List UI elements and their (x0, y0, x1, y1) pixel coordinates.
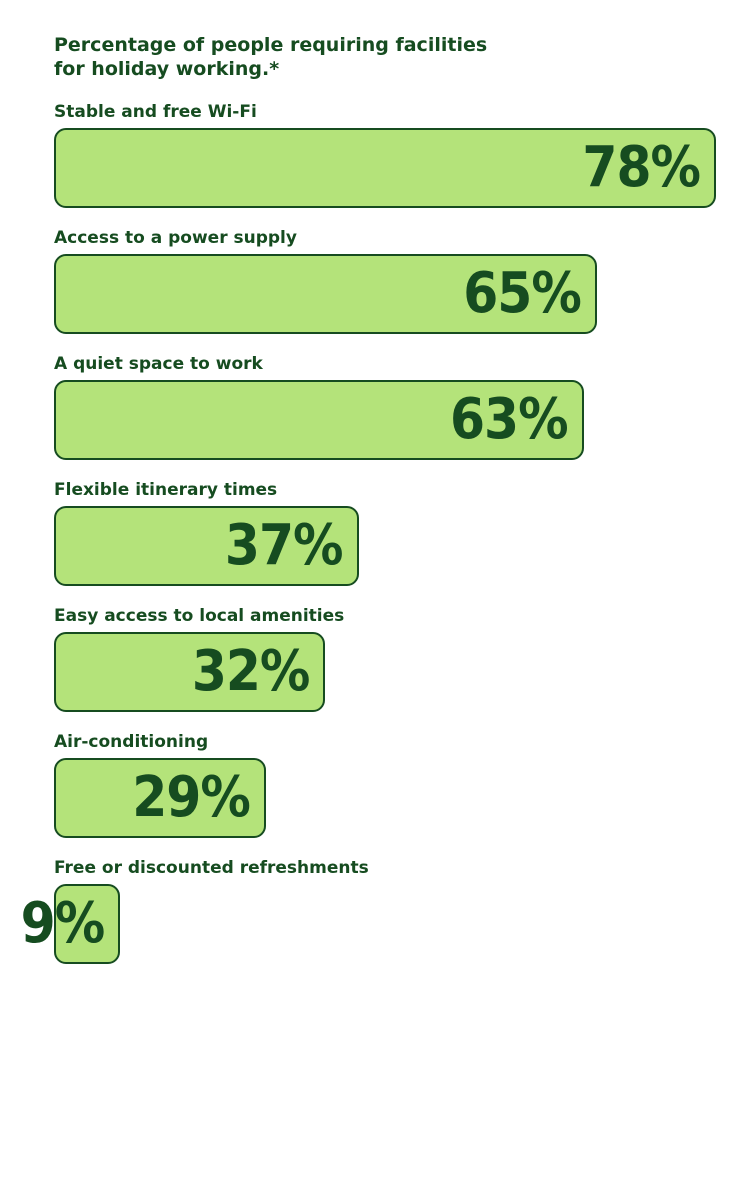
bar-value: 32% (192, 639, 310, 704)
bar-value: 78% (582, 135, 700, 200)
bar-value: 37% (225, 513, 343, 578)
bar: 37% (54, 506, 359, 586)
bar: 29% (54, 758, 266, 838)
bar-value: 65% (463, 261, 581, 326)
bar-row: Access to a power supply 65% (54, 228, 716, 334)
bar-label: Stable and free Wi-Fi (54, 102, 716, 122)
bar-row: Flexible itinerary times 37% (54, 480, 716, 586)
chart-wrap: Percentage of people requiring facilitie… (54, 34, 716, 964)
bar: 65% (54, 254, 597, 334)
bar-row: Stable and free Wi-Fi 78% (54, 102, 716, 208)
bar-value: 63% (450, 387, 568, 452)
bar-label: A quiet space to work (54, 354, 716, 374)
bar-label: Access to a power supply (54, 228, 716, 248)
chart-title-line: Percentage of people requiring facilitie… (54, 34, 487, 56)
bar: 9% (54, 884, 120, 964)
chart-title-line: for holiday working.* (54, 58, 279, 80)
chart-rows: Stable and free Wi-Fi 78% Access to a powe… (54, 102, 716, 964)
chart-title: Percentage of people requiring facilitie… (54, 34, 716, 82)
bar: 78% (54, 128, 716, 208)
bar-row: A quiet space to work 63% (54, 354, 716, 460)
bar-label: Easy access to local amenities (54, 606, 716, 626)
bar-row: Air-conditioning 29% (54, 732, 716, 838)
bar-label: Air-conditioning (54, 732, 716, 752)
bar: 63% (54, 380, 584, 460)
bar-value: 29% (132, 765, 250, 830)
bar-row: Free or discounted refreshments 9% (54, 858, 716, 964)
bar: 32% (54, 632, 325, 712)
bar-label: Free or discounted refreshments (54, 858, 716, 878)
bar-value: 9% (21, 891, 105, 956)
bar-row: Easy access to local amenities 32% (54, 606, 716, 712)
bar-label: Flexible itinerary times (54, 480, 716, 500)
